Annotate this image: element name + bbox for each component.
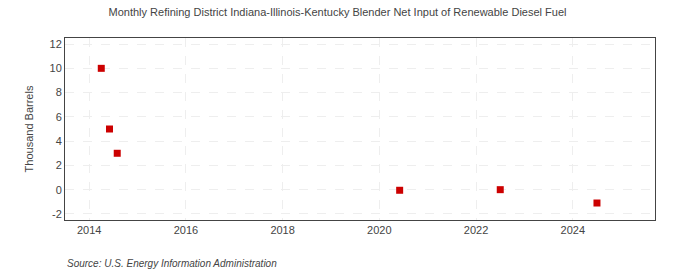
svg-text:12: 12 xyxy=(50,38,62,50)
svg-text:2016: 2016 xyxy=(174,224,198,236)
svg-text:2024: 2024 xyxy=(561,224,585,236)
svg-text:2: 2 xyxy=(56,159,62,171)
svg-text:4: 4 xyxy=(56,135,62,147)
svg-text:Thousand Barrels: Thousand Barrels xyxy=(23,85,35,172)
svg-text:8: 8 xyxy=(56,86,62,98)
svg-text:Monthly Refining District Indi: Monthly Refining District Indiana-Illino… xyxy=(109,6,567,18)
svg-text:2022: 2022 xyxy=(464,224,488,236)
svg-text:0: 0 xyxy=(56,184,62,196)
svg-text:-2: -2 xyxy=(52,208,62,220)
svg-text:2018: 2018 xyxy=(270,224,294,236)
svg-text:2014: 2014 xyxy=(77,224,101,236)
svg-text:2020: 2020 xyxy=(367,224,391,236)
svg-text:6: 6 xyxy=(56,111,62,123)
svg-text:Source: U.S. Energy Informatio: Source: U.S. Energy Information Administ… xyxy=(67,258,277,269)
svg-text:10: 10 xyxy=(50,62,62,74)
